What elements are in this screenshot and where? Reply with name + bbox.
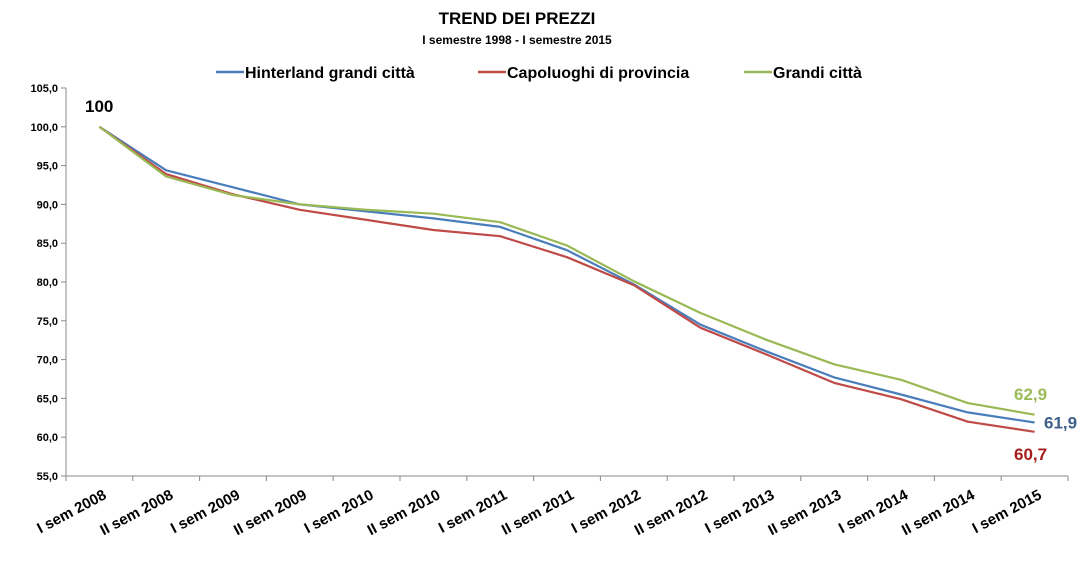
x-tick-label: I sem 2012 xyxy=(569,487,644,538)
series-line-1 xyxy=(98,125,1035,433)
legend-label: Hinterland grandi città xyxy=(245,65,415,82)
end-value-label: 60,7 xyxy=(1014,445,1047,464)
legend: Hinterland grandi città Capoluoghi di pro… xyxy=(216,65,862,82)
y-tick-label: 60,0 xyxy=(37,432,58,444)
x-tick-label: I sem 2014 xyxy=(836,486,912,537)
y-tick-label: 55,0 xyxy=(37,471,58,483)
x-tick-label: II sem 2008 xyxy=(97,487,176,540)
x-tick-label: II sem 2011 xyxy=(499,487,577,539)
x-tick-label: I sem 2009 xyxy=(168,487,243,538)
y-tick-label: 65,0 xyxy=(37,393,58,405)
y-tick-label: 75,0 xyxy=(37,316,58,328)
end-value-label: 62,9 xyxy=(1014,385,1047,404)
y-tick-label: 80,0 xyxy=(37,277,58,289)
end-value-label: 61,9 xyxy=(1044,413,1077,432)
chart-subtitle: I semestre 1998 - I semestre 2015 xyxy=(422,33,612,47)
x-tick-label: I sem 2015 xyxy=(969,487,1044,538)
y-tick-label: 95,0 xyxy=(37,161,58,173)
chart-title: TREND DEI PREZZI xyxy=(439,9,596,28)
x-tick-label: II sem 2012 xyxy=(632,487,711,540)
series-line-2 xyxy=(98,125,1035,416)
x-tick-label: II sem 2009 xyxy=(231,487,310,540)
y-tick-label: 105,0 xyxy=(30,83,58,95)
y-tick-label: 100,0 xyxy=(30,122,58,134)
y-tick-label: 90,0 xyxy=(37,199,58,211)
x-tick-label: I sem 2008 xyxy=(34,487,109,538)
x-tick-label: I sem 2010 xyxy=(301,487,376,538)
start-value-label: 100 xyxy=(85,97,113,116)
x-tick-label: II sem 2013 xyxy=(765,487,844,540)
x-tick-label: I sem 2013 xyxy=(702,487,777,538)
x-tick-label: II sem 2014 xyxy=(899,486,978,539)
x-tick-label: II sem 2010 xyxy=(365,487,444,540)
y-tick-label: 70,0 xyxy=(37,355,58,367)
x-tick-label: I sem 2011 xyxy=(436,487,510,537)
legend-label: Capoluoghi di provincia xyxy=(507,65,689,82)
legend-label: Grandi città xyxy=(773,65,862,82)
y-tick-label: 85,0 xyxy=(37,238,58,250)
series-line-0 xyxy=(98,125,1035,424)
